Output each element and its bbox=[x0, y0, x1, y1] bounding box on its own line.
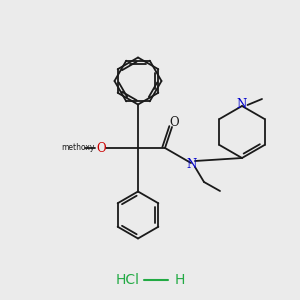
Text: O: O bbox=[169, 116, 179, 130]
Text: HCl: HCl bbox=[116, 273, 140, 287]
Text: N: N bbox=[237, 98, 247, 111]
Text: N: N bbox=[187, 158, 197, 170]
Text: methoxy: methoxy bbox=[61, 143, 95, 152]
Text: O: O bbox=[96, 142, 106, 154]
Text: H: H bbox=[175, 273, 185, 287]
